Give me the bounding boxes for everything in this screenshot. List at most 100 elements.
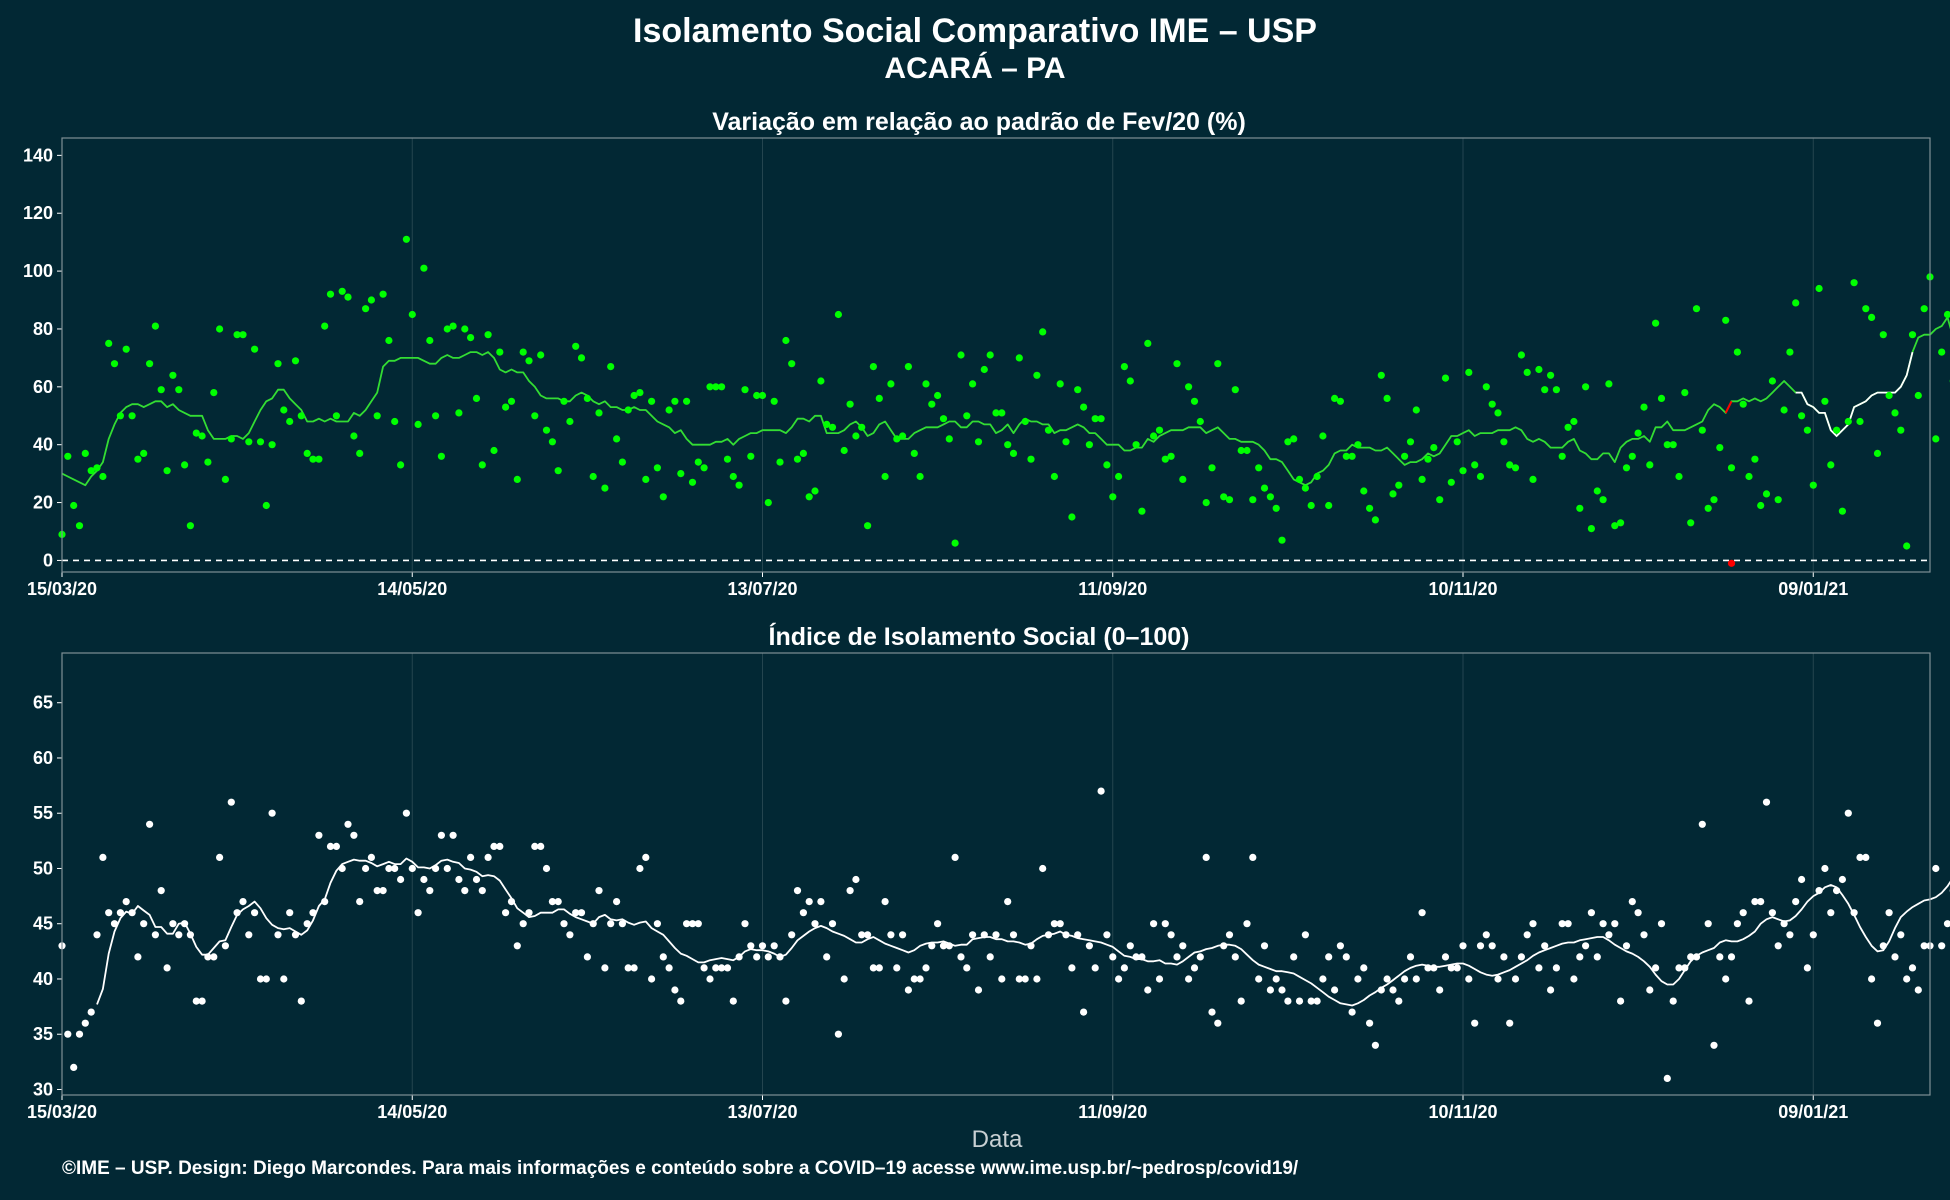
data-point	[356, 898, 364, 906]
data-point	[332, 842, 340, 851]
panel-border	[61, 652, 1931, 1096]
data-point	[1447, 478, 1455, 486]
data-point	[1319, 432, 1327, 440]
data-point	[677, 470, 685, 478]
data-point	[344, 820, 352, 828]
data-point	[1459, 467, 1467, 475]
data-point	[1260, 942, 1269, 950]
y-tick-label: 40	[33, 969, 53, 989]
moving-average-peak-segment	[1795, 351, 1914, 438]
data-point	[478, 887, 486, 895]
data-point	[1932, 435, 1940, 443]
data-point	[1243, 920, 1251, 928]
x-axis-label: Data	[972, 1126, 1023, 1153]
data-point	[881, 472, 889, 481]
data-point	[922, 964, 930, 972]
data-point	[1523, 368, 1531, 376]
data-point	[175, 386, 183, 394]
data-point	[875, 964, 883, 972]
data-point	[1687, 519, 1695, 527]
data-point	[1056, 380, 1064, 388]
y-tick-label: 45	[33, 914, 53, 934]
data-point	[1850, 279, 1858, 287]
data-point	[1640, 403, 1648, 411]
data-point	[1196, 953, 1204, 961]
data-point	[939, 942, 948, 950]
data-point	[688, 920, 697, 928]
panel-border	[61, 137, 1931, 573]
data-point	[735, 953, 743, 961]
data-point	[1447, 964, 1455, 972]
data-point	[589, 920, 597, 928]
data-point	[245, 438, 253, 446]
data-point	[116, 909, 124, 917]
data-point	[1634, 429, 1642, 437]
data-point	[1050, 472, 1058, 481]
data-point	[1080, 1008, 1088, 1016]
y-tick-label: 140	[23, 145, 53, 165]
data-point	[1488, 400, 1496, 408]
data-point	[1325, 953, 1333, 961]
data-point	[1722, 975, 1730, 983]
data-point	[268, 441, 276, 449]
data-point	[1733, 920, 1741, 928]
data-point	[134, 953, 142, 961]
data-point	[1716, 953, 1724, 961]
x-tick-label: 09/01/21	[1778, 579, 1848, 599]
data-point	[998, 975, 1006, 983]
data-point	[566, 931, 574, 939]
data-point	[338, 287, 346, 295]
data-point	[922, 380, 930, 388]
data-point	[1080, 403, 1088, 411]
data-point	[490, 842, 498, 851]
data-point	[1500, 953, 1508, 961]
data-point	[1908, 331, 1917, 339]
data-point	[1465, 368, 1473, 376]
data-point	[583, 394, 592, 402]
data-point	[688, 478, 697, 486]
data-point	[1167, 452, 1175, 460]
data-point	[1617, 519, 1625, 527]
data-point	[700, 964, 708, 972]
data-point	[1430, 444, 1438, 452]
data-point	[1436, 496, 1444, 504]
data-point	[1436, 986, 1444, 994]
data-point	[811, 487, 819, 495]
data-point	[181, 920, 189, 928]
data-point	[893, 435, 901, 443]
data-point	[554, 467, 562, 475]
data-point	[1033, 371, 1041, 379]
data-point	[1074, 386, 1082, 394]
data-point	[1126, 942, 1134, 950]
data-point	[1185, 383, 1193, 391]
data-point	[1091, 415, 1099, 423]
data-point	[764, 499, 772, 507]
x-tick-label: 14/05/20	[377, 1102, 447, 1122]
data-point	[251, 345, 259, 353]
x-tick-label: 11/09/20	[1078, 1102, 1147, 1122]
y-tick-label: 65	[33, 693, 53, 713]
data-point	[385, 336, 393, 345]
data-point	[105, 909, 113, 917]
data-point	[1517, 351, 1525, 359]
data-point	[1319, 975, 1327, 983]
data-point	[1827, 909, 1835, 917]
data-point	[356, 449, 364, 457]
data-point	[630, 964, 638, 972]
data-point	[1622, 942, 1631, 950]
data-point	[1885, 391, 1893, 400]
data-point	[1395, 997, 1403, 1005]
data-point	[1313, 472, 1321, 481]
data-point	[338, 864, 346, 873]
data-point	[1366, 1019, 1374, 1027]
data-point	[969, 380, 977, 388]
data-point	[1681, 389, 1689, 397]
data-point	[1710, 1041, 1718, 1049]
data-point	[1348, 1008, 1356, 1016]
data-point	[64, 452, 72, 460]
data-point	[1698, 820, 1706, 828]
data-point	[1646, 461, 1654, 469]
data-point	[1459, 942, 1467, 950]
data-point	[537, 842, 545, 851]
data-point	[1599, 920, 1607, 928]
